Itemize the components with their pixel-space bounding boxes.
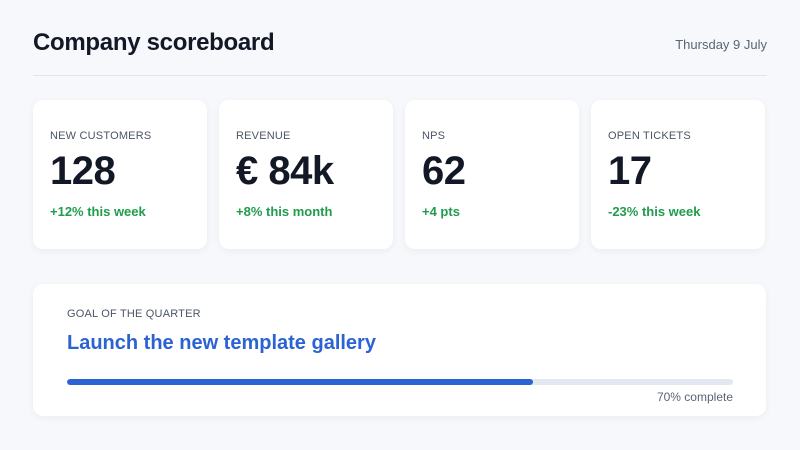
goal-card: Goal of the quarter Launch the new templ… — [33, 284, 766, 416]
metric-label: NPS — [422, 130, 446, 142]
page-title: Company scoreboard — [33, 29, 275, 56]
metric-card: NPS 62 +4 pts — [405, 100, 579, 249]
metric-delta: -23% this week — [608, 204, 701, 219]
card-row: New customers 128 +12% this week Revenue € 8… — [33, 100, 765, 249]
metric-value: 17 — [608, 149, 652, 193]
divider — [33, 75, 767, 76]
date: Thursday 9 July — [675, 37, 767, 52]
metric-label: Revenue — [236, 130, 291, 142]
goal-label: Goal of the quarter — [67, 308, 201, 320]
metric-delta: +4 pts — [422, 204, 460, 219]
metric-card: Revenue € 84k +8% this month — [219, 100, 393, 249]
metric-delta: +12% this week — [50, 204, 146, 219]
goal-title: Launch the new template gallery — [67, 332, 376, 354]
progress-track — [67, 379, 733, 385]
metric-card: Open tickets 17 -23% this week — [591, 100, 765, 249]
metric-card: New customers 128 +12% this week — [33, 100, 207, 249]
metric-value: € 84k — [236, 149, 334, 193]
metric-delta: +8% this month — [236, 204, 333, 219]
metric-label: Open tickets — [608, 130, 691, 142]
metric-value: 128 — [50, 149, 116, 193]
progress-label: 70% complete — [656, 390, 733, 404]
metric-label: New customers — [50, 130, 152, 142]
metric-value: 62 — [422, 149, 466, 193]
progress-fill — [67, 379, 534, 385]
